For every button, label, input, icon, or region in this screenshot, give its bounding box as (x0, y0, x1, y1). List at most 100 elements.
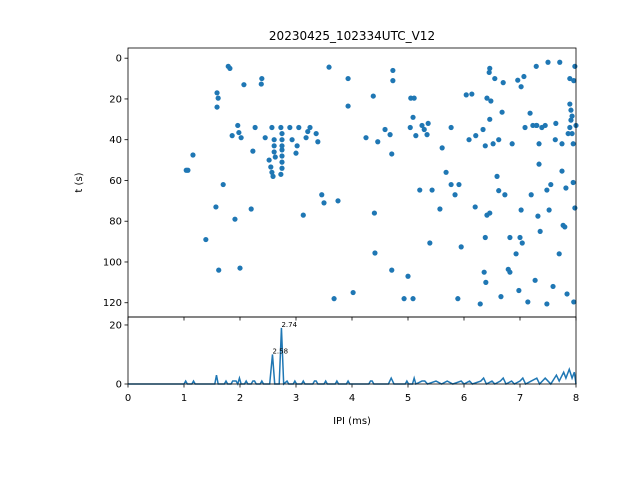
point (372, 250, 378, 256)
point (389, 267, 395, 273)
point (532, 277, 538, 283)
point (556, 251, 562, 257)
point (482, 234, 488, 241)
point (500, 80, 506, 86)
point (238, 135, 244, 141)
point (535, 213, 541, 219)
point (279, 147, 285, 153)
point (448, 124, 454, 131)
point (484, 95, 490, 101)
point (279, 159, 285, 165)
point (455, 296, 461, 302)
point (287, 124, 293, 131)
point (410, 114, 416, 120)
y-tick-label: 40 (109, 135, 122, 146)
y-tick-label: 80 (109, 217, 122, 228)
x-tick-label: 1 (181, 393, 187, 404)
point (563, 185, 569, 191)
point (545, 59, 551, 65)
x-tick-label: 3 (293, 393, 299, 404)
point (371, 210, 377, 216)
point (567, 101, 573, 107)
point (487, 210, 493, 216)
x-tick-label: 4 (349, 393, 355, 404)
point (518, 84, 524, 90)
point (248, 206, 254, 212)
point (466, 137, 472, 143)
x-tick-label: 0 (125, 393, 131, 404)
point (279, 143, 285, 149)
point (266, 157, 272, 163)
point (269, 169, 275, 175)
point (502, 192, 508, 198)
point (279, 130, 285, 137)
point (413, 133, 419, 139)
y-tick-label: 0 (116, 54, 122, 65)
point (507, 234, 513, 241)
point (424, 132, 430, 138)
point (528, 192, 534, 198)
point (203, 236, 209, 243)
point (565, 130, 571, 137)
point (278, 124, 284, 131)
point (278, 171, 284, 177)
point (235, 122, 241, 129)
point (482, 143, 488, 149)
point (425, 120, 431, 127)
point (419, 122, 425, 129)
point (335, 198, 341, 204)
point (519, 240, 525, 246)
point (544, 187, 550, 193)
point (571, 78, 577, 84)
point (300, 212, 306, 218)
point (232, 216, 238, 222)
chart-title: 20230425_102334UTC_V12 (269, 29, 435, 43)
point (262, 135, 268, 141)
point (569, 113, 575, 119)
point (437, 206, 443, 212)
point (486, 69, 492, 76)
point (214, 104, 220, 110)
point (527, 110, 533, 116)
point (546, 207, 552, 213)
point (533, 63, 539, 69)
point (421, 126, 427, 133)
point (220, 181, 226, 188)
y-axis-label: t (s) (74, 172, 85, 192)
y-tick-label: 120 (103, 298, 122, 309)
point (296, 124, 302, 131)
point (268, 164, 274, 170)
point (326, 64, 332, 70)
point (481, 269, 487, 275)
point (557, 59, 563, 65)
point (517, 234, 523, 241)
point (550, 283, 556, 290)
point (552, 137, 558, 143)
point (390, 67, 396, 74)
point (313, 130, 319, 137)
point (490, 141, 496, 147)
point (319, 192, 325, 198)
point (480, 126, 486, 133)
point (289, 137, 295, 143)
point (537, 228, 543, 235)
point (572, 63, 578, 69)
point (488, 98, 494, 104)
point (553, 120, 559, 127)
point (544, 301, 550, 307)
point (259, 75, 265, 82)
point (185, 167, 191, 173)
point (305, 128, 311, 135)
point (252, 124, 258, 131)
point (562, 224, 568, 230)
point (417, 187, 423, 193)
x-axis-label: IPI (ms) (333, 416, 371, 427)
point (279, 165, 285, 171)
point (387, 132, 393, 138)
point (499, 109, 505, 115)
point (410, 296, 416, 302)
point (567, 75, 573, 82)
point (559, 141, 565, 147)
